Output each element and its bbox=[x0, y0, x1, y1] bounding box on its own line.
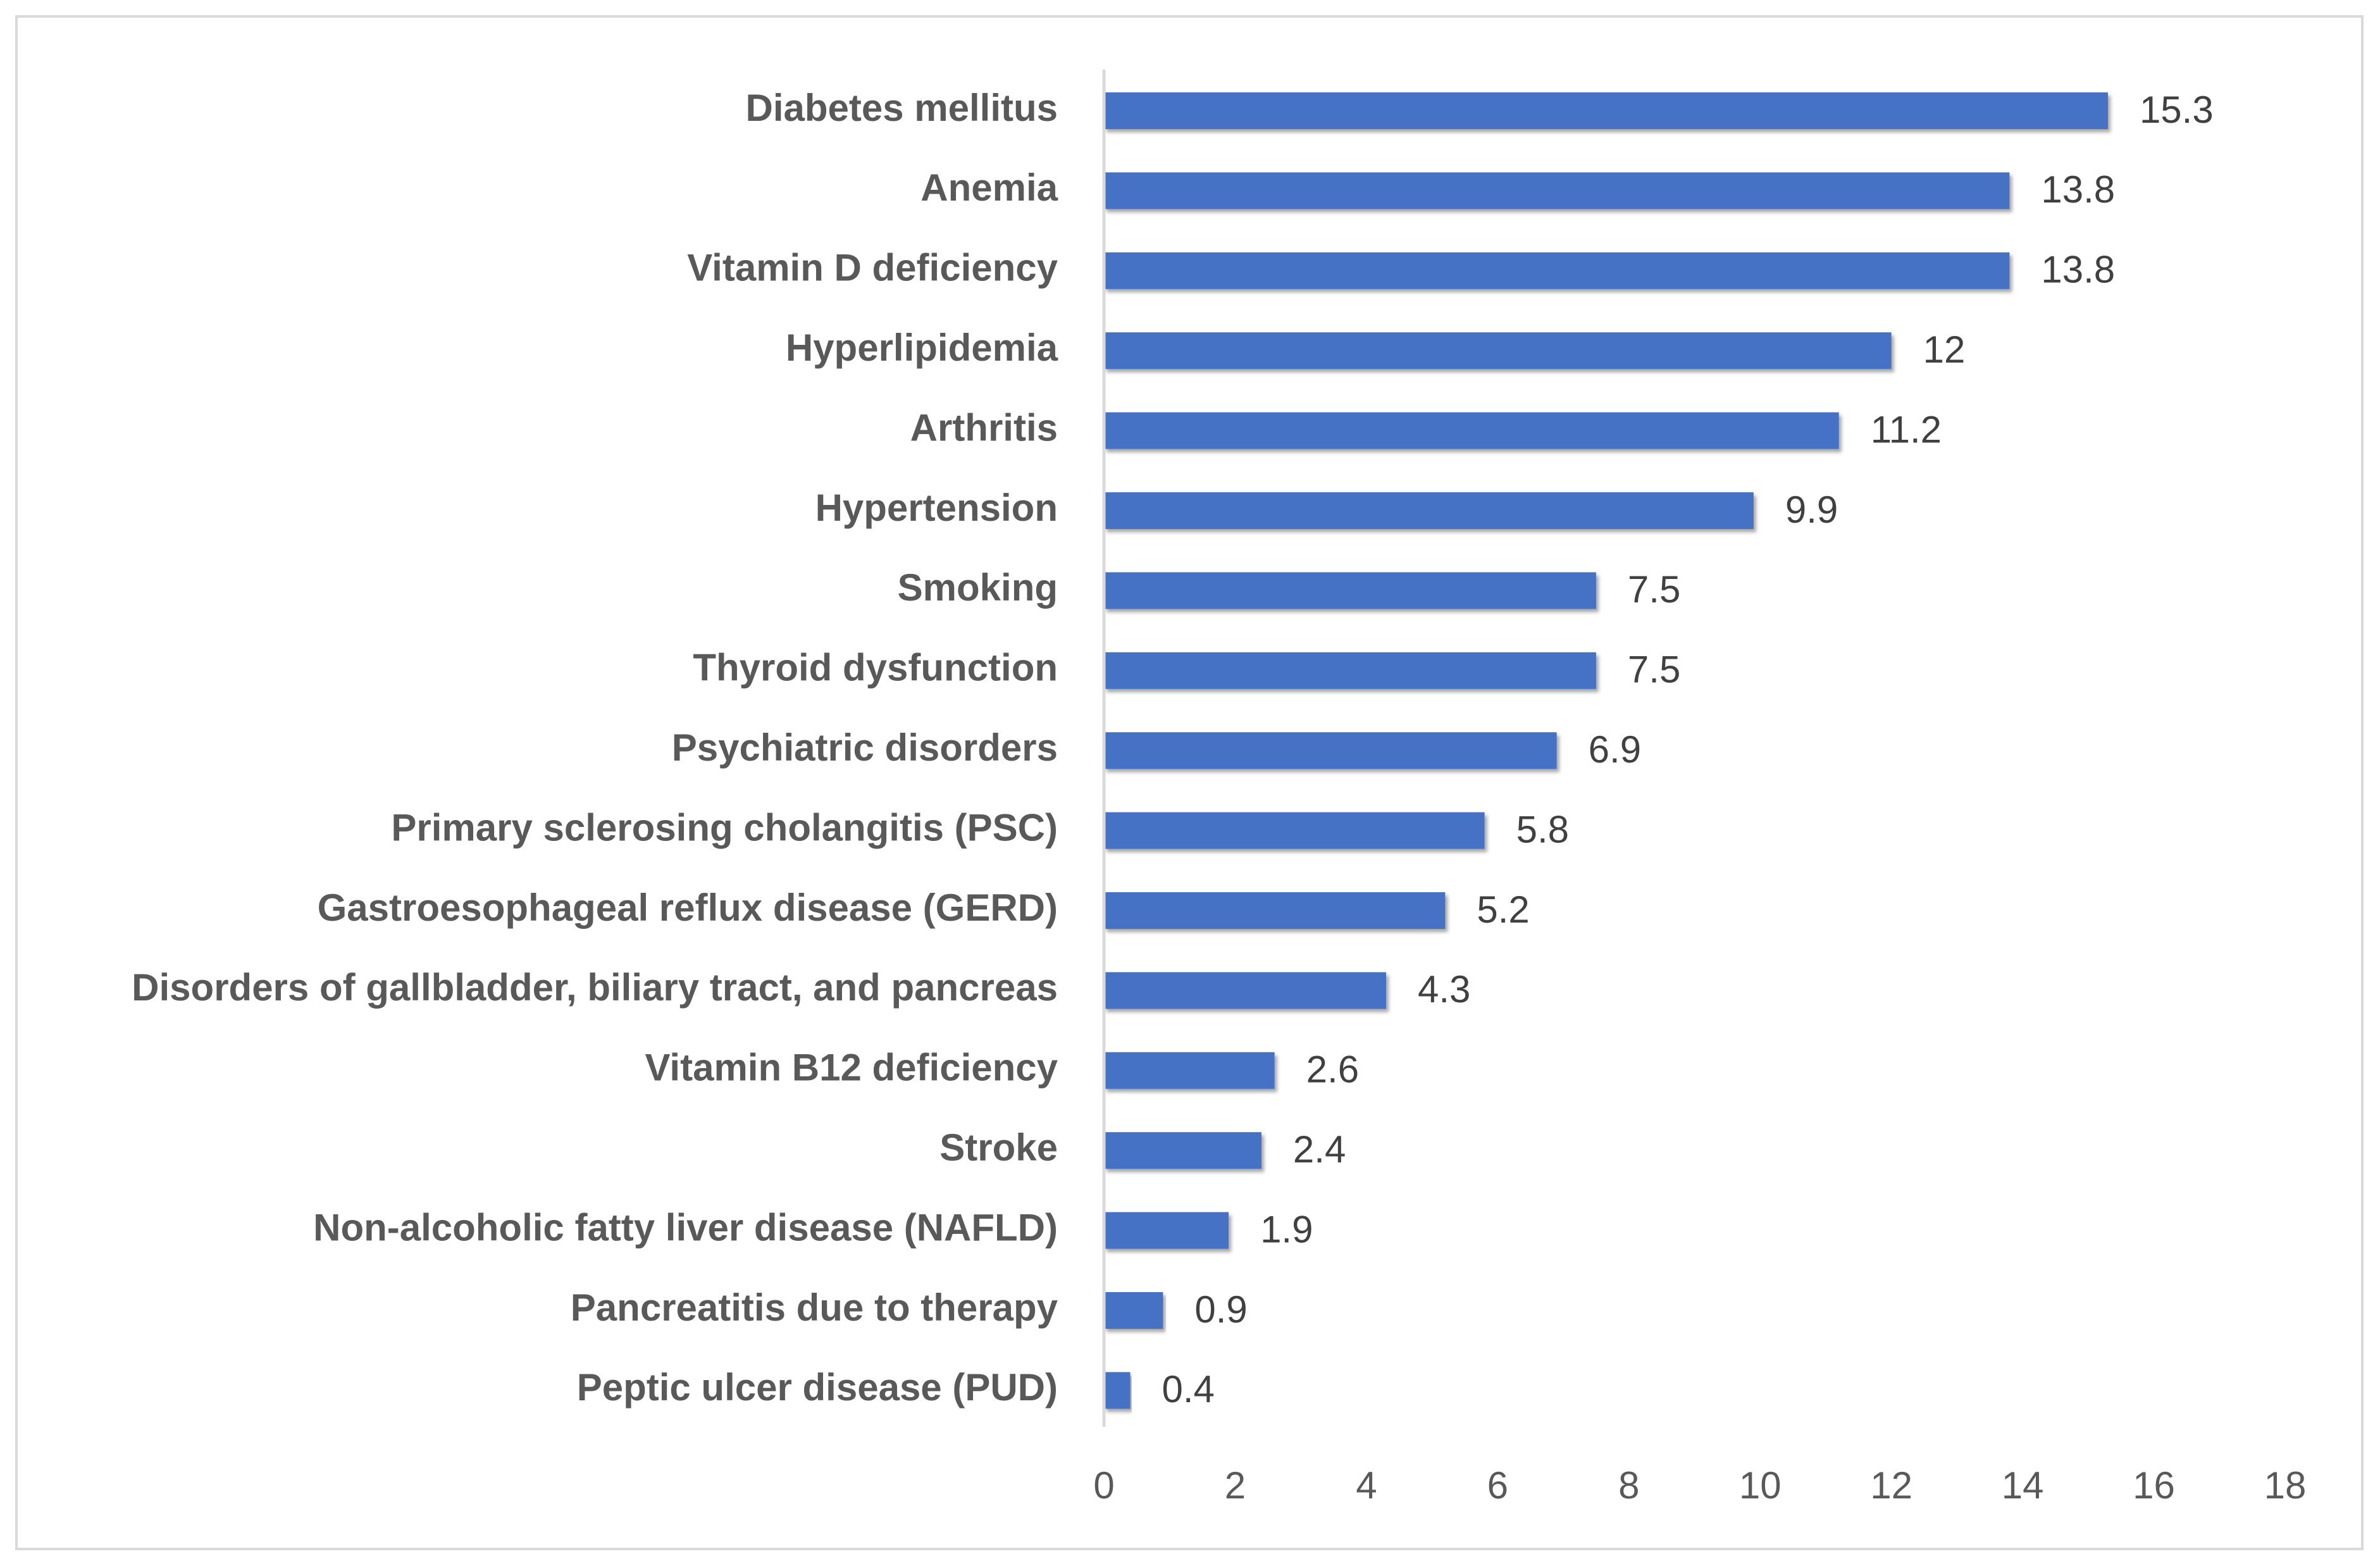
value-labels: 15.3 13.8 13.8 12 11.2 9.9 7.5 7.5 6.9 5.8 5.24.3 2… bbox=[1162, 89, 2213, 1410]
data-label: 13.8 bbox=[2041, 168, 2115, 211]
bar bbox=[1104, 652, 1596, 689]
bar bbox=[1104, 1372, 1131, 1409]
category-label: Smoking bbox=[898, 566, 1058, 609]
category-label: Pancreatitis due to therapy bbox=[571, 1286, 1058, 1329]
category-label: Non-alcoholic fatty liver disease (NAFLD… bbox=[313, 1206, 1058, 1248]
category-label: Stroke bbox=[939, 1126, 1058, 1169]
data-label: 9.9 bbox=[1785, 488, 1838, 531]
data-label: 1.9 bbox=[1260, 1208, 1313, 1250]
x-tick-label: 18 bbox=[2264, 1464, 2307, 1507]
category-label: Vitamin D deficiency bbox=[687, 247, 1058, 289]
category-label: Disorders of gallbladder, biliary tract,… bbox=[132, 966, 1058, 1009]
data-label: 4.3 bbox=[1418, 968, 1470, 1011]
bar bbox=[1104, 572, 1596, 609]
x-tick-label: 2 bbox=[1225, 1464, 1246, 1507]
bar bbox=[1104, 1212, 1229, 1249]
category-label: Hypertension bbox=[815, 487, 1058, 529]
x-tick-label: 12 bbox=[1870, 1464, 1912, 1507]
bar bbox=[1104, 892, 1446, 929]
x-tick-label: 14 bbox=[2002, 1464, 2044, 1507]
data-label: 0.4 bbox=[1162, 1368, 1214, 1410]
data-label: 7.5 bbox=[1628, 568, 1680, 611]
x-axis-tick-labels: 0 2 4 6 8 10 12 14 16 18 bbox=[1093, 1464, 2306, 1507]
data-label: 11.2 bbox=[1871, 408, 1942, 451]
x-tick-label: 4 bbox=[1356, 1464, 1377, 1507]
category-label: Primary sclerosing cholangitis (PSC) bbox=[391, 806, 1058, 849]
data-label: 2.6 bbox=[1306, 1048, 1359, 1091]
bar bbox=[1104, 492, 1754, 529]
bar bbox=[1104, 172, 2010, 209]
bars-group bbox=[1104, 92, 2108, 1409]
data-label: 12 bbox=[1923, 328, 1966, 371]
data-label: 13.8 bbox=[2041, 249, 2115, 291]
bar bbox=[1104, 1292, 1163, 1329]
bar bbox=[1104, 812, 1485, 849]
category-label: Anemia bbox=[920, 166, 1058, 209]
data-label: 15.3 bbox=[2140, 89, 2214, 131]
category-label: Peptic ulcer disease (PUD) bbox=[577, 1366, 1058, 1409]
bar bbox=[1104, 92, 2108, 129]
data-label: 2.4 bbox=[1293, 1128, 1346, 1171]
x-tick-label: 16 bbox=[2133, 1464, 2175, 1507]
x-tick-label: 0 bbox=[1093, 1464, 1114, 1507]
bar bbox=[1104, 252, 2010, 289]
data-label: 5.8 bbox=[1516, 808, 1569, 850]
category-label: Diabetes mellitus bbox=[745, 87, 1058, 129]
data-label: 7.5 bbox=[1628, 649, 1680, 691]
category-labels: Diabetes mellitus Anemia Vitamin D deficie… bbox=[132, 87, 1058, 1409]
data-label: 6.9 bbox=[1589, 728, 1641, 771]
category-label: Thyroid dysfunction bbox=[693, 647, 1058, 689]
bar bbox=[1104, 332, 1892, 370]
bar bbox=[1104, 412, 1839, 449]
x-tick-label: 8 bbox=[1618, 1464, 1639, 1507]
data-label: 5.2 bbox=[1477, 888, 1529, 931]
data-label: 0.9 bbox=[1194, 1288, 1247, 1331]
category-label: Vitamin B12 deficiency bbox=[645, 1047, 1058, 1089]
bar bbox=[1104, 1052, 1275, 1089]
category-label: Arthritis bbox=[910, 406, 1058, 449]
category-label: Hyperlipidemia bbox=[786, 327, 1058, 369]
category-label: Psychiatric disorders bbox=[672, 726, 1058, 769]
category-label: Gastroesophageal reflux disease (GERD) bbox=[318, 887, 1058, 929]
bar bbox=[1104, 1132, 1261, 1169]
x-tick-label: 6 bbox=[1487, 1464, 1508, 1507]
bar bbox=[1104, 972, 1387, 1009]
x-tick-label: 10 bbox=[1739, 1464, 1782, 1507]
bar bbox=[1104, 732, 1557, 769]
